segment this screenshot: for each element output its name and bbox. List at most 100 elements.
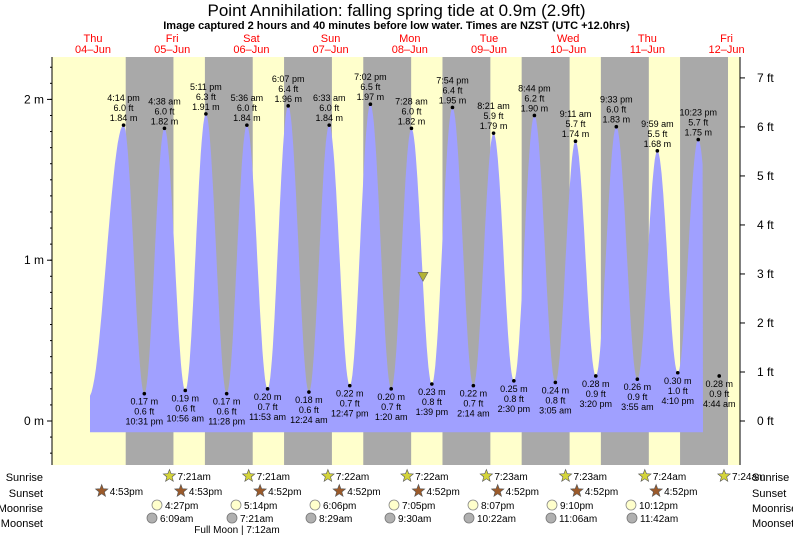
high-tide-metres-label: 1.91 m [192, 102, 220, 112]
high-tide-metres-label: 1.75 m [684, 128, 712, 138]
high-tide-feet-label: 6.0 ft [401, 106, 422, 116]
sunrise-time-label: 7:23am [574, 472, 607, 483]
day-of-week-label: Fri [166, 33, 179, 45]
high-tide-metres-label: 1.84 m [110, 113, 138, 123]
day-of-week-label: Thu [84, 33, 103, 45]
low-tide-metres-label: 0.26 m [624, 382, 652, 392]
left-axis-tick-label: 1 m [24, 253, 44, 267]
high-tide-metres-label: 1.84 m [315, 113, 343, 123]
current-level-marker [417, 271, 429, 282]
sunrise-time-label: 7:22am [415, 472, 448, 483]
date-label: 12–Jun [709, 44, 745, 56]
low-tide-time-label: 2:30 pm [498, 404, 531, 414]
right-axis-tick-label: 2 ft [757, 316, 774, 330]
high-tide-metres-label: 1.83 m [603, 115, 631, 125]
sunset-time-label: 4:53pm [110, 487, 143, 498]
low-tide-feet-label: 0.9 ft [709, 389, 730, 399]
sunrise-row-label-right: Sunrise [752, 472, 789, 484]
low-tide-time-label: 3:20 pm [580, 399, 613, 409]
low-tide-point [389, 387, 393, 391]
right-axis-tick-label: 0 ft [757, 414, 774, 428]
moonrise-time-label: 4:27pm [165, 501, 198, 512]
low-tide-feet-label: 0.6 ft [299, 405, 320, 415]
low-tide-point [675, 370, 680, 375]
sunset-icon [173, 483, 188, 497]
high-tide-time-label: 5:36 am [231, 93, 264, 103]
low-tide-metres-label: 0.18 m [295, 395, 323, 405]
moonset-icon [384, 512, 396, 524]
low-tide-metres-label: 0.19 m [172, 393, 200, 403]
high-tide-point [614, 124, 619, 129]
high-tide-point [368, 102, 373, 107]
high-tide-feet-label: 6.0 ft [237, 103, 258, 113]
low-tide-point [183, 388, 188, 393]
high-tide-time-label: 9:33 pm [600, 95, 633, 105]
moonrise-time-label: 10:12pm [639, 501, 678, 512]
moonrise-icon [230, 499, 242, 511]
low-tide-feet-label: 0.8 ft [422, 397, 443, 407]
day-of-week-label: Tue [480, 33, 499, 45]
moonset-icon [226, 512, 238, 524]
high-tide-time-label: 6:33 am [313, 93, 346, 103]
high-tide-time-label: 7:28 am [395, 96, 428, 106]
low-tide-point [553, 380, 558, 385]
moonrise-icon [546, 499, 558, 511]
date-label: 07–Jun [313, 44, 349, 56]
low-tide-feet-label: 0.9 ft [627, 392, 648, 402]
low-tide-point [593, 374, 598, 378]
sunrise-icon [400, 468, 415, 482]
sunrise-time-label: 7:24am [653, 472, 686, 483]
low-tide-point [471, 383, 476, 388]
date-label: 04–Jun [75, 44, 111, 56]
moonset-row-label-left: Moonset [1, 518, 43, 530]
high-tide-point [409, 126, 414, 131]
sunset-icon [490, 483, 505, 497]
low-tide-point [224, 391, 229, 396]
moonset-time-label: 9:30am [398, 514, 431, 525]
sunrise-row-label-left: Sunrise [6, 472, 43, 484]
moonset-icon [545, 512, 557, 524]
high-tide-time-label: 9:11 am [560, 109, 592, 119]
day-of-week-label: Wed [557, 33, 579, 45]
high-tide-point [204, 112, 208, 116]
sunset-time-label: 4:53pm [189, 487, 222, 498]
moonrise-icon [309, 499, 321, 511]
low-tide-point [512, 379, 516, 383]
moonrise-icon [151, 499, 163, 511]
low-tide-feet-label: 0.7 ft [463, 399, 484, 409]
date-label: 05–Jun [154, 44, 190, 56]
sunset-icon [332, 483, 347, 497]
low-tide-time-label: 1:39 pm [416, 407, 449, 417]
high-tide-time-label: 7:02 pm [354, 72, 387, 82]
low-tide-metres-label: 0.17 m [213, 397, 241, 407]
sunset-icon [411, 483, 426, 497]
sunrise-time-label: 7:21am [177, 472, 210, 483]
date-label: 06–Jun [233, 44, 269, 56]
high-tide-feet-label: 6.4 ft [278, 84, 299, 94]
sunset-time-label: 4:52pm [347, 487, 380, 498]
high-tide-feet-label: 6.5 ft [360, 82, 381, 92]
high-tide-feet-label: 6.0 ft [606, 105, 627, 115]
high-tide-feet-label: 6.0 ft [319, 103, 340, 113]
moonset-time-label: 11:42am [640, 514, 678, 525]
sunset-time-label: 4:52pm [585, 487, 618, 498]
moonrise-icon [467, 499, 479, 511]
high-tide-time-label: 5:11 pm [190, 82, 222, 92]
low-tide-time-label: 12:47 pm [331, 409, 369, 419]
low-tide-feet-label: 0.7 ft [340, 399, 361, 409]
low-tide-time-label: 10:56 am [167, 413, 205, 423]
moonset-icon [626, 512, 638, 524]
high-tide-time-label: 7:54 pm [436, 75, 469, 85]
low-tide-feet-label: 0.9 ft [586, 389, 607, 399]
sunrise-time-label: 7:21am [257, 472, 290, 483]
low-tide-metres-label: 0.20 m [377, 392, 405, 402]
high-tide-metres-label: 1.84 m [233, 113, 261, 123]
moonrise-row-label-left: Moonrise [0, 503, 43, 515]
low-tide-time-label: 3:55 am [621, 402, 654, 412]
low-tide-point [142, 391, 147, 396]
right-axis-tick-label: 4 ft [757, 218, 774, 232]
moonrise-time-label: 7:05pm [402, 501, 435, 512]
sunrise-icon [479, 468, 494, 482]
moonset-time-label: 7:21am [240, 514, 273, 525]
